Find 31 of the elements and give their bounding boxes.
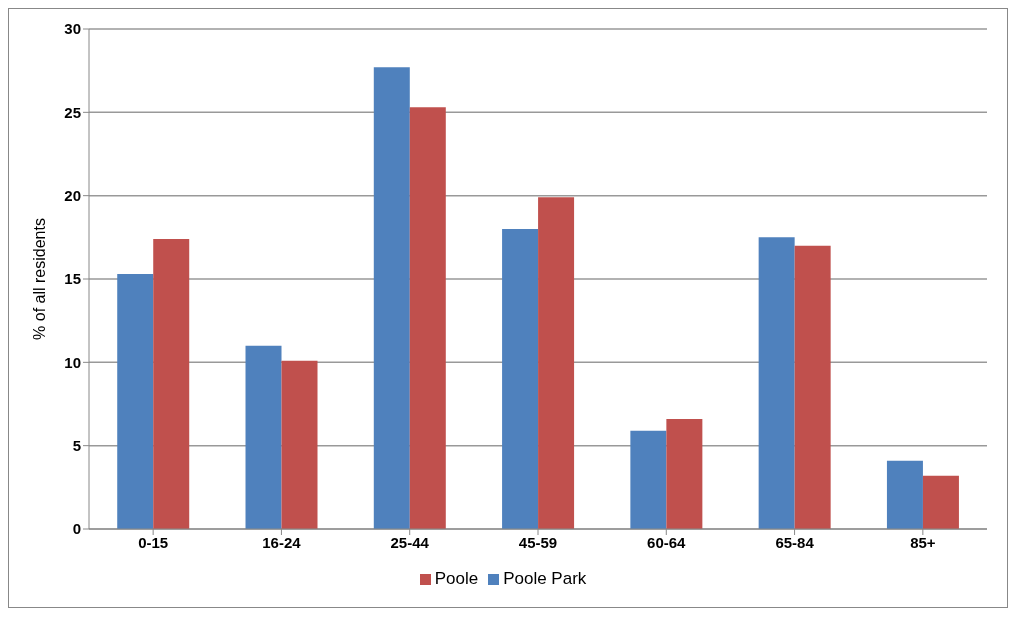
bar <box>409 107 446 529</box>
x-tick-label: 45-59 <box>518 533 558 551</box>
x-tick-label: 60-64 <box>647 533 687 551</box>
y-tick-label: 30 <box>64 20 81 38</box>
y-tick-label: 10 <box>64 353 81 371</box>
x-tick-label: 25-44 <box>390 533 430 551</box>
bar <box>758 237 795 529</box>
y-tick-label: 20 <box>64 186 81 204</box>
legend-label: Poole <box>434 569 479 588</box>
x-tick-label: 85+ <box>910 533 936 551</box>
y-tick-label: 25 <box>64 103 81 121</box>
x-tick-label: 16-24 <box>262 533 302 551</box>
x-tick-label: 65-84 <box>775 533 815 551</box>
bar <box>630 430 667 529</box>
bar <box>117 274 154 529</box>
bar <box>245 345 282 529</box>
bar <box>922 475 959 529</box>
bar <box>502 229 539 529</box>
y-tick-label: 0 <box>72 520 81 538</box>
bar <box>281 360 318 529</box>
bar <box>373 67 410 529</box>
y-tick-label: 5 <box>72 436 81 454</box>
legend-label: Poole Park <box>503 569 587 588</box>
bar <box>538 197 575 529</box>
bar <box>794 245 831 529</box>
x-tick-label: 0-15 <box>138 533 169 551</box>
bar <box>886 460 923 529</box>
y-tick-label: 15 <box>64 270 81 288</box>
bar <box>153 239 190 529</box>
bar <box>666 419 703 529</box>
y-axis-title: % of all residents <box>30 218 48 340</box>
